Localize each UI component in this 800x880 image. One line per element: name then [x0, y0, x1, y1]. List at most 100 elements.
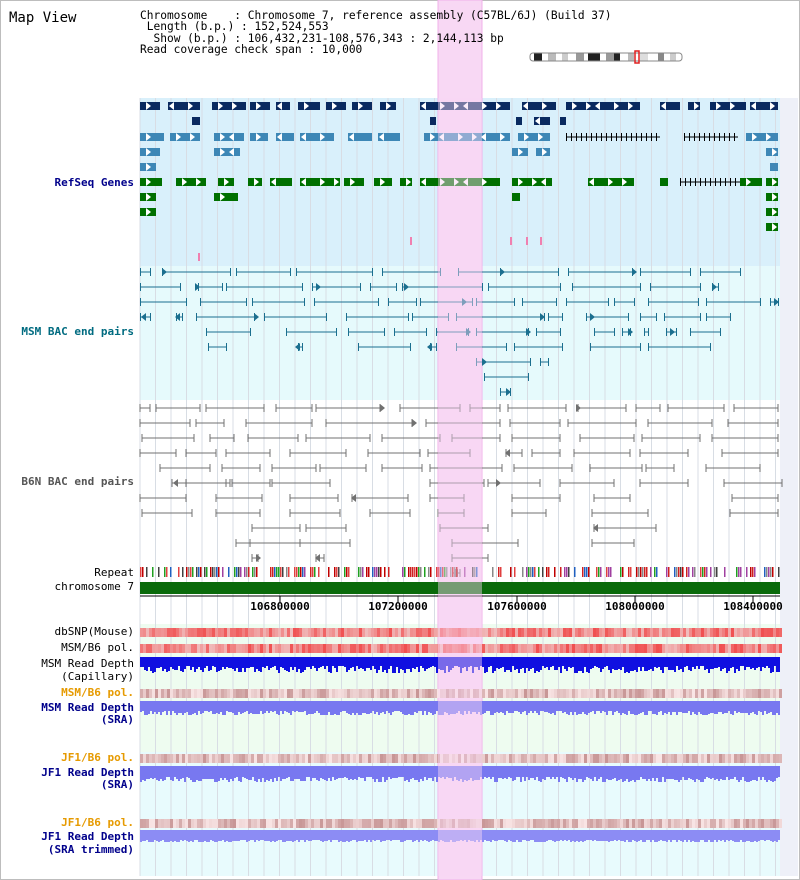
jf1-depth-trim-bar: [334, 830, 336, 840]
repeat-element: [456, 567, 458, 577]
msm-b6-pol-cell: [572, 644, 575, 653]
jf1-depth-sra-bar: [216, 766, 218, 782]
jf1-depth-trim-bar: [722, 830, 724, 840]
jf1-depth-trim-bar: [332, 830, 334, 840]
jf1-depth-sra-bar: [152, 766, 154, 779]
jf1-b6-pol-trim-cell: [551, 819, 554, 828]
jf1-depth-sra-bar: [220, 766, 222, 778]
msm-depth-capillary-bar: [264, 657, 266, 668]
msm-b6-pol-sra-cell: [398, 689, 401, 698]
jf1-depth-sra-bar: [156, 766, 158, 780]
dbsnp-density-cell: [560, 628, 563, 637]
msm-depth-sra-bar: [476, 701, 478, 714]
gene-strand-arrow: [301, 178, 306, 186]
repeat-element: [654, 567, 656, 577]
jf1-b6-pol-cell: [263, 754, 266, 763]
jf1-depth-sra-bar: [318, 766, 320, 781]
jf1-b6-pol-trim-cell: [647, 819, 650, 828]
jf1-depth-sra-bar: [480, 766, 482, 777]
msm-depth-capillary-bar: [776, 657, 778, 672]
dbsnp-density-cell: [251, 628, 254, 637]
msm-bac-end: [360, 283, 361, 291]
repeat-element: [360, 567, 362, 577]
gene-strand-arrow: [535, 117, 540, 125]
jf1-b6-pol-trim-cell: [227, 819, 230, 828]
msm-b6-pol-sra-cell: [341, 689, 344, 698]
msm-depth-capillary-bar: [212, 657, 214, 666]
ideogram-outline: [529, 52, 683, 62]
jf1-b6-pol-cell: [449, 754, 452, 763]
jf1-depth-sra-bar: [602, 766, 604, 782]
repeat-element: [574, 567, 576, 577]
msm-depth-capillary-bar: [648, 657, 650, 670]
jf1-depth-trim-bar: [382, 830, 384, 841]
msm-depth-sra-bar: [418, 701, 420, 711]
jf1-b6-pol-trim-cell: [404, 819, 407, 828]
msm-depth-sra-bar: [220, 701, 222, 712]
repeat-element: [146, 567, 148, 577]
track-label-b6n-bac[interactable]: B6N BAC end pairs: [21, 475, 134, 488]
gene-strand-arrow: [772, 178, 777, 186]
msm-depth-sra-bar: [270, 701, 272, 711]
msm-depth-sra-bar: [636, 701, 638, 715]
msm-depth-capillary-bar: [314, 657, 316, 668]
gene-strand-arrow: [146, 163, 151, 171]
jf1-depth-trim-bar: [516, 830, 518, 840]
dbsnp-density-cell: [278, 628, 281, 637]
msm-b6-pol-sra-cell: [239, 689, 242, 698]
jf1-depth-trim-bar: [520, 830, 522, 842]
jf1-depth-sra-bar: [274, 766, 276, 778]
refseq-gene-exon: [770, 163, 778, 171]
gene-exon-tick: [699, 133, 700, 141]
jf1-b6-pol-cell: [458, 754, 461, 763]
msm-depth-sra-bar: [166, 701, 168, 715]
msm-depth-capillary-bar: [344, 657, 346, 667]
axis-tick-label: 107600000: [487, 600, 547, 613]
msm-depth-capillary-bar: [358, 657, 360, 669]
msm-b6-pol-sra-cell: [362, 689, 365, 698]
msm-b6-pol-cell: [374, 644, 377, 653]
gene-exon-tick: [684, 133, 685, 141]
repeat-element: [754, 567, 756, 577]
jf1-b6-pol-trim-cell: [563, 819, 566, 828]
repeat-element: [474, 567, 476, 577]
msm-b6-pol-cell: [365, 644, 368, 653]
dbsnp-density-cell: [317, 628, 320, 637]
gene-strand-arrow: [196, 178, 201, 186]
msm-b6-pol-cell: [290, 644, 293, 653]
jf1-depth-trim-bar: [156, 830, 158, 841]
jf1-depth-trim-bar: [242, 830, 244, 840]
msm-b6-pol-sra-cell: [461, 689, 464, 698]
dbsnp-density-cell: [692, 628, 695, 637]
jf1-b6-pol-cell: [500, 754, 503, 763]
jf1-depth-trim-bar: [140, 830, 142, 842]
jf1-b6-pol-trim-cell: [440, 819, 443, 828]
jf1-b6-pol-trim-cell: [494, 819, 497, 828]
msm-b6-pol-cell: [482, 644, 485, 653]
jf1-b6-pol-trim-cell: [725, 819, 728, 828]
msm-b6-pol-sra-cell: [299, 689, 302, 698]
msm-depth-sra-bar: [302, 701, 304, 712]
jf1-depth-sra-bar: [372, 766, 374, 779]
dbsnp-density-cell: [302, 628, 305, 637]
repeat-element: [368, 567, 370, 577]
msm-depth-capillary-bar: [250, 657, 252, 667]
msm-b6-pol-cell: [701, 644, 704, 653]
jf1-depth-sra-bar: [536, 766, 538, 777]
jf1-depth-trim-bar: [396, 830, 398, 840]
track-label-msm-bac[interactable]: MSM BAC end pairs: [21, 325, 134, 338]
msm-depth-capillary-bar: [516, 657, 518, 669]
jf1-depth-trim-bar: [470, 830, 472, 841]
jf1-b6-pol-cell: [737, 754, 740, 763]
msm-depth-capillary-bar: [472, 657, 474, 673]
msm-depth-sra-bar: [548, 701, 550, 713]
jf1-b6-pol-cell: [203, 754, 206, 763]
jf1-depth-sra-bar: [364, 766, 366, 781]
msm-b6-pol-sra-cell: [545, 689, 548, 698]
jf1-depth-trim-bar: [404, 830, 406, 841]
msm-depth-sra-bar: [460, 701, 462, 714]
track-label-refseq[interactable]: RefSeq Genes: [54, 176, 134, 189]
jf1-b6-pol-cell: [215, 754, 218, 763]
dbsnp-density-cell: [485, 628, 488, 637]
